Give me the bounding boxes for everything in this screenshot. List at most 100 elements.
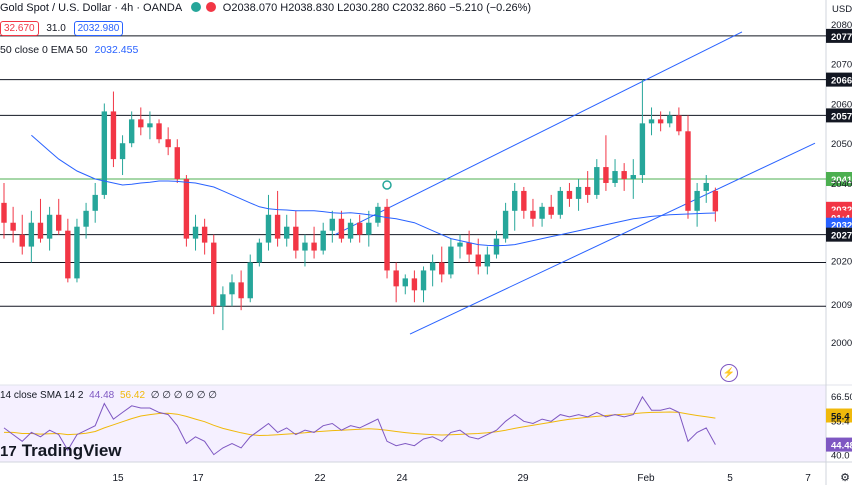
candle-body xyxy=(329,218,336,231)
time-tick-label: 15 xyxy=(112,473,124,484)
candle-body xyxy=(147,123,153,128)
candle-body xyxy=(439,262,445,275)
price-tick-label: 2080 xyxy=(831,20,852,31)
market-status-icon xyxy=(190,2,201,12)
candle-body xyxy=(10,222,16,231)
candle-body xyxy=(575,186,582,199)
sell-button[interactable]: 32.670 xyxy=(0,21,39,36)
price-tick-label: 2027 xyxy=(831,231,852,242)
candle-body xyxy=(183,179,190,239)
quote-row: 32.670 31.0 2032.980 xyxy=(0,21,124,37)
rsi-sma-line xyxy=(4,411,716,437)
time-tick-label: Feb xyxy=(637,473,655,484)
time-tick-label: 17 xyxy=(192,473,204,484)
candle-body xyxy=(274,214,281,239)
tradingview-logo-icon: 17 xyxy=(0,443,17,460)
settings-gear-icon: ⚙ xyxy=(840,471,850,484)
channel-lower-line xyxy=(409,142,816,335)
price-tick-label: 2032 xyxy=(831,221,852,232)
rsi-legend-label: 14 close SMA 14 2 xyxy=(0,390,84,401)
candle-body xyxy=(220,294,226,307)
candle-body xyxy=(311,242,317,251)
candle-body xyxy=(265,214,272,243)
candle-body xyxy=(420,270,427,291)
ema-legend-label: 50 close 0 EMA 50 xyxy=(0,44,88,56)
time-tick-label: 5 xyxy=(727,473,733,484)
candle-body xyxy=(320,230,326,251)
candle-body xyxy=(338,218,345,239)
candle-body xyxy=(156,123,162,140)
rsi-tick-label: 66.50 xyxy=(831,392,852,403)
candle-body xyxy=(201,226,208,243)
candle-body xyxy=(138,119,144,128)
price-tick-label: 2070 xyxy=(831,60,852,71)
candle-body xyxy=(539,206,545,219)
candle-body xyxy=(229,282,235,295)
candle-body xyxy=(347,222,354,239)
rsi-tick-label: 40.0 xyxy=(831,451,850,462)
candle-body xyxy=(65,230,71,279)
price-label-bg xyxy=(826,227,852,242)
candle-body xyxy=(512,190,518,211)
candle-body xyxy=(192,226,199,239)
chart-header: Gold Spot / U.S. Dollar · 4h · OANDA O20… xyxy=(0,0,826,17)
data-status-icon xyxy=(205,2,216,12)
candle-body xyxy=(484,254,491,267)
candle-body xyxy=(37,222,44,239)
price-tick-label: 2020 xyxy=(831,257,852,268)
candle-body xyxy=(384,206,390,271)
candle-body xyxy=(375,206,381,223)
symbol-title[interactable]: Gold Spot / U.S. Dollar · 4h · OANDA xyxy=(0,2,182,14)
time-tick-label: 29 xyxy=(517,473,529,484)
candle-body xyxy=(56,214,62,231)
candle-body xyxy=(429,262,436,271)
candle-body xyxy=(648,119,655,124)
candle-body xyxy=(247,262,253,299)
channel-upper-line xyxy=(334,31,743,236)
price-tick-label: 2040 xyxy=(831,179,852,190)
candle-body xyxy=(174,147,180,179)
price-axis-unit: USD xyxy=(832,4,852,15)
candle-body xyxy=(521,190,527,211)
tradingview-logo-text: TradingView xyxy=(21,441,122,460)
candle-body xyxy=(530,210,536,219)
rsi-legend[interactable]: 14 close SMA 14 2 44.48 56.42 ∅ ∅ ∅ ∅ ∅ … xyxy=(0,389,217,403)
candle-body xyxy=(293,226,299,251)
price-label-bg xyxy=(826,172,852,186)
candle-body xyxy=(165,139,171,148)
candle-body xyxy=(603,167,609,183)
price-tick-label: 2050 xyxy=(831,139,852,150)
price-tick-label: 2000 xyxy=(831,338,852,349)
candle-body xyxy=(639,123,646,176)
candle-body xyxy=(712,190,719,212)
buy-button[interactable]: 2032.980 xyxy=(73,21,124,36)
rsi-label-bg xyxy=(826,437,852,452)
price-tick-label: 2057 xyxy=(831,111,852,122)
rsi-sma-legend-value: 56.42 xyxy=(119,390,146,401)
candle-body xyxy=(694,190,700,211)
rsi-label-bg xyxy=(826,408,852,423)
candle-body xyxy=(92,194,98,211)
candle-body xyxy=(46,214,53,239)
candle-body xyxy=(475,254,481,267)
candle-body xyxy=(667,115,673,124)
rsi-tick-label: 56.4 xyxy=(831,412,850,423)
candle-body xyxy=(703,182,709,191)
tradingview-logo[interactable]: 17 TradingView xyxy=(0,440,122,462)
ema-legend[interactable]: 50 close 0 EMA 50 2032.455 xyxy=(0,43,138,57)
ema50-line xyxy=(31,134,716,247)
candle-body xyxy=(411,278,418,291)
candle-body xyxy=(566,190,573,199)
lightning-icon[interactable]: ⚡ xyxy=(720,364,738,382)
candle-body xyxy=(630,175,636,179)
candle-body xyxy=(1,202,7,223)
candle-body xyxy=(284,226,290,239)
candle-body xyxy=(594,167,600,195)
price-tick-label: 2077 xyxy=(831,32,852,43)
candle-body xyxy=(657,119,664,124)
candle-body xyxy=(302,242,308,251)
candle-body xyxy=(110,111,117,160)
price-label-bg xyxy=(826,108,852,123)
rsi-legend-zeros: ∅ ∅ ∅ ∅ ∅ ∅ xyxy=(150,390,217,401)
